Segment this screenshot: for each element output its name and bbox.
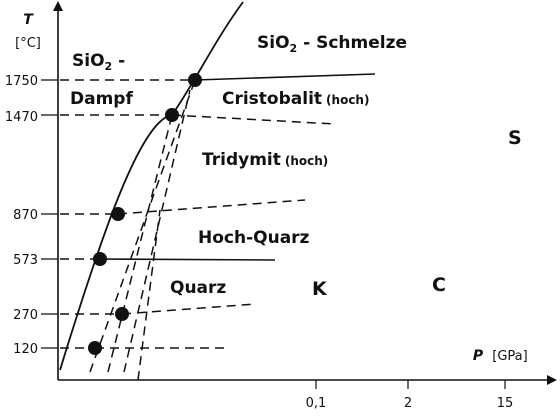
vapor-label: SiO2 - <box>72 51 125 73</box>
stishovite-label: S <box>508 127 522 149</box>
y-axis-title: T <box>23 12 34 28</box>
quarz-label: Quarz <box>170 278 226 298</box>
triple-point <box>111 207 125 221</box>
triple-point <box>165 108 179 122</box>
triple-point <box>115 307 129 321</box>
y-tick-label: 870 <box>13 208 38 223</box>
triple-point <box>93 252 107 266</box>
triple-point <box>88 341 102 355</box>
y-axis-unit: [°C] <box>15 36 41 51</box>
vapor-boundary-curve <box>59 1 244 371</box>
melt-label: SiO2 - Schmelze <box>257 33 407 55</box>
y-tick-label: 1470 <box>5 110 38 125</box>
cristobalit-label: Cristobalit (hoch) <box>222 89 369 109</box>
x-axis-title: P <box>473 348 484 364</box>
x-tick-marks <box>315 380 506 389</box>
y-tick-label: 1750 <box>5 74 38 89</box>
dashed-guide-lines <box>60 79 336 349</box>
x-tick-label: 2 <box>404 396 412 411</box>
y-tick-label: 120 <box>13 342 38 357</box>
y-tick-marks <box>41 79 58 349</box>
x-tick-label: 0,1 <box>306 396 327 411</box>
melt-boundary-line <box>194 73 376 81</box>
tridymit-label: Tridymit (hoch) <box>202 150 328 170</box>
c-label: C <box>432 274 446 296</box>
y-tick-label: 573 <box>13 253 38 268</box>
triple-points <box>88 73 202 355</box>
x-axis-unit: [GPa] <box>492 349 527 364</box>
x-tick-label: 15 <box>497 396 514 411</box>
triple-point <box>188 73 202 87</box>
y-tick-label: 270 <box>13 308 38 323</box>
dashed-phase-boundaries <box>89 79 196 381</box>
coesite-label: K <box>312 278 328 300</box>
vapor-label-2: Dampf <box>70 89 133 109</box>
hoch-quarz-label: Hoch-Quarz <box>198 228 310 248</box>
quartz-transition-line <box>99 258 276 261</box>
